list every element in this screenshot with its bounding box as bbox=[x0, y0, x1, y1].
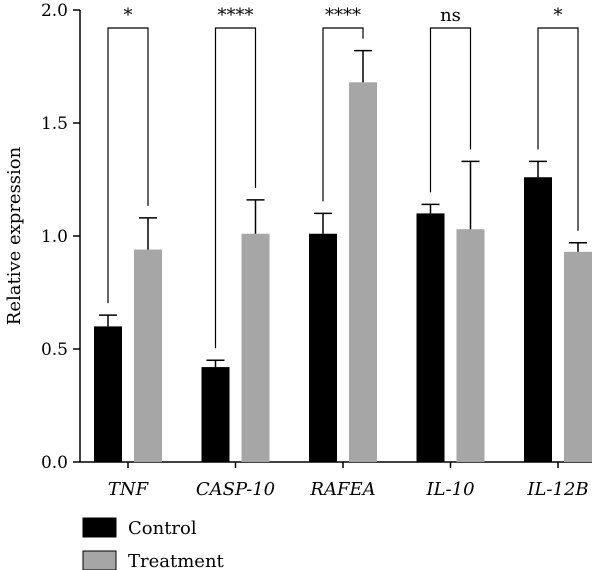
bar-control bbox=[201, 367, 230, 462]
significance-label: * bbox=[124, 5, 133, 26]
y-tick-label: 0.5 bbox=[41, 340, 68, 360]
significance-bracket bbox=[214, 27, 257, 349]
x-tick-label: TNF bbox=[108, 479, 150, 500]
significance-label: * bbox=[554, 5, 563, 26]
x-tick-label: IL-10 bbox=[425, 479, 474, 500]
bar-control bbox=[416, 213, 445, 462]
legend-swatch-treatment bbox=[82, 550, 117, 570]
legend-label-control: Control bbox=[128, 518, 197, 539]
significance-label: ns bbox=[440, 5, 461, 26]
significance-bracket bbox=[537, 27, 579, 231]
bar-control bbox=[94, 326, 122, 462]
y-tick-label: 0.0 bbox=[41, 453, 68, 473]
significance-label: **** bbox=[218, 5, 254, 26]
x-tick-label: IL-12B bbox=[526, 479, 588, 500]
significance-bracket bbox=[107, 27, 149, 304]
y-tick-label: 2.0 bbox=[41, 1, 68, 21]
legend: Control Treatment bbox=[82, 517, 225, 570]
axes: 0.0 0.5 1.0 1.5 2.0 Relative expression TNF CAS… bbox=[4, 1, 592, 500]
bar-control bbox=[309, 233, 337, 462]
y-tick-label: 1.0 bbox=[41, 227, 68, 247]
x-tick-label: CASP-10 bbox=[196, 479, 275, 500]
legend-swatch-control bbox=[82, 517, 117, 538]
significance-bracket bbox=[429, 27, 472, 193]
bar-treatment bbox=[456, 229, 485, 462]
y-axis-label: Relative expression bbox=[4, 146, 25, 325]
significance-label: **** bbox=[325, 5, 361, 26]
significance-brackets: * **** **** ns * bbox=[107, 5, 579, 349]
bar-treatment bbox=[241, 233, 270, 462]
legend-label-treatment: Treatment bbox=[128, 551, 225, 570]
significance-bracket bbox=[322, 27, 364, 202]
bar-control bbox=[524, 177, 552, 463]
y-tick-label: 1.5 bbox=[41, 114, 68, 134]
bar-treatment bbox=[349, 82, 377, 462]
bars bbox=[94, 49, 592, 463]
bar-treatment bbox=[134, 249, 162, 462]
x-tick-label: RAFEA bbox=[309, 479, 375, 500]
bar-treatment bbox=[564, 251, 592, 462]
